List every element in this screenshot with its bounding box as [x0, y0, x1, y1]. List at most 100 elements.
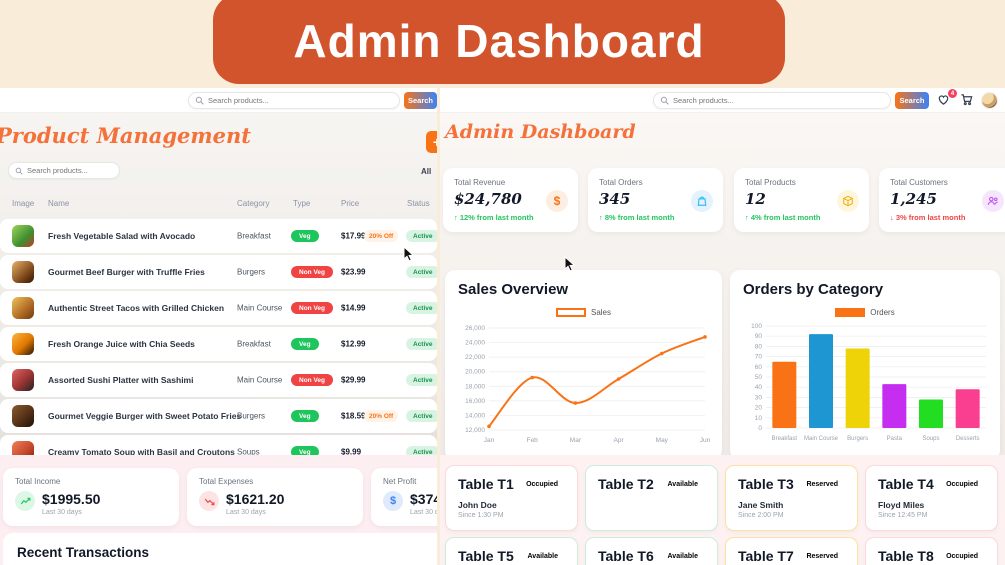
product-type-badge: Veg [291, 410, 319, 422]
stat-label: Total Orders [599, 178, 643, 187]
product-search-input[interactable] [27, 166, 113, 175]
product-type-badge: Non Veg [291, 302, 334, 314]
table-status-badge: Occupied [526, 480, 558, 488]
search-input[interactable] [673, 96, 884, 105]
users-icon [982, 190, 1004, 212]
user-avatar[interactable] [981, 92, 998, 109]
mouse-cursor [403, 246, 415, 262]
card-label: Total Income [15, 477, 61, 486]
search-input[interactable] [208, 96, 393, 105]
search-button[interactable]: Search [404, 92, 437, 109]
table-row[interactable]: Assorted Sushi Platter with Sashimi Main… [0, 363, 437, 397]
svg-text:100: 100 [751, 323, 762, 330]
svg-text:40: 40 [755, 384, 763, 391]
product-price: $29.99 [341, 375, 366, 385]
stat-change: ↑ 12% from last month [454, 213, 534, 222]
discount-badge: 20% Off [364, 410, 399, 422]
table-status-card[interactable]: Table T2 Available [585, 465, 718, 531]
svg-text:Mar: Mar [570, 437, 582, 444]
header-search[interactable] [653, 92, 891, 109]
category-filter[interactable]: All [421, 167, 432, 176]
svg-text:Pasta: Pasta [887, 436, 903, 442]
total-customers-card: Total Customers 1,245 ↓ 3% from last mon… [879, 168, 1005, 232]
cart-icon[interactable] [960, 93, 975, 108]
svg-text:30: 30 [755, 394, 763, 401]
svg-text:Burgers: Burgers [847, 436, 868, 442]
table-status-card[interactable]: Table T5 Available [445, 537, 578, 565]
svg-text:26,000: 26,000 [465, 325, 485, 332]
table-status-card[interactable]: Table T7 Reserved Robert Johnson [725, 537, 858, 565]
period-label: Last 30 days [226, 509, 266, 516]
total-expenses-card: Total Expenses $1621.20 Last 30 days [187, 468, 363, 526]
chart-title: Orders by Category [743, 281, 884, 298]
finance-section: Total Income $1995.50 Last 30 days Total… [0, 455, 437, 565]
column-header: Type [293, 199, 311, 208]
svg-text:16,000: 16,000 [465, 398, 485, 405]
product-type-badge: Non Veg [291, 266, 334, 278]
product-image [12, 333, 34, 355]
product-name: Fresh Vegetable Salad with Avocado [48, 231, 196, 241]
search-button[interactable]: Search [895, 92, 929, 109]
header-search[interactable] [188, 92, 400, 109]
product-category: Breakfast [237, 231, 271, 241]
product-name: Authentic Street Tacos with Grilled Chic… [48, 303, 225, 313]
add-product-button[interactable]: + [426, 131, 437, 153]
dollar-icon: $ [546, 190, 568, 212]
stat-value: 12 [745, 190, 766, 208]
product-name: Fresh Orange Juice with Chia Seeds [48, 339, 195, 349]
product-category: Main Course [237, 303, 283, 313]
table-row[interactable]: Gourmet Veggie Burger with Sweet Potato … [0, 399, 437, 433]
guest-name: Jane Smith [738, 500, 784, 510]
table-title: Table T1 [458, 476, 514, 492]
svg-text:20,000: 20,000 [465, 369, 485, 376]
chart-legend: Sales [445, 308, 722, 317]
status-badge: Active [406, 374, 437, 386]
svg-text:50: 50 [755, 374, 763, 381]
product-name: Gourmet Veggie Burger with Sweet Potato … [48, 411, 242, 421]
svg-text:Jan: Jan [484, 437, 495, 444]
legend-swatch [835, 308, 866, 317]
total-products-card: Total Products 12 ↑ 4% from last month [734, 168, 869, 232]
amount-value: $1621.20 [226, 491, 285, 507]
table-row[interactable]: Fresh Orange Juice with Chia Seeds Break… [0, 327, 437, 361]
column-header: Price [341, 199, 360, 208]
total-income-card: Total Income $1995.50 Last 30 days [3, 468, 179, 526]
left-app-header: Search [0, 88, 437, 113]
table-title: Table T5 [458, 548, 514, 564]
product-type-badge: Veg [291, 338, 319, 350]
card-label: Total Expenses [199, 477, 254, 486]
product-price: $14.99 [341, 303, 366, 313]
table-row[interactable]: Fresh Vegetable Salad with Avocado Break… [0, 219, 437, 253]
table-status-badge: Reserved [806, 552, 838, 560]
product-search[interactable] [8, 162, 120, 179]
table-status-card[interactable]: Table T4 Occupied Floyd Miles Since 12:4… [865, 465, 998, 531]
admin-dashboard-window: Search 4 Admin Dashboard Total Revenue $… [440, 88, 1005, 565]
table-title: Table T4 [878, 476, 934, 492]
svg-text:Feb: Feb [527, 437, 539, 444]
table-status-badge: Available [667, 552, 698, 560]
svg-text:Breakfast: Breakfast [772, 436, 798, 442]
svg-text:60: 60 [755, 364, 763, 371]
search-icon [660, 96, 669, 105]
status-badge: Active [406, 410, 437, 422]
table-status-card[interactable]: Table T3 Reserved Jane Smith Since 2:00 … [725, 465, 858, 531]
product-image [12, 297, 34, 319]
table-status-card[interactable]: Table T6 Available [585, 537, 718, 565]
product-category: Burgers [237, 267, 266, 277]
status-badge: Active [406, 230, 437, 242]
sales-overview-card: Sales Overview Sales 12,000 14,000 16,000 1… [445, 270, 722, 460]
guest-name: John Doe [458, 500, 497, 510]
svg-text:90: 90 [755, 333, 763, 340]
wishlist-heart-icon[interactable]: 4 [937, 89, 957, 108]
svg-text:18,000: 18,000 [465, 383, 485, 390]
package-icon [837, 190, 859, 212]
period-label: Last 30 days [410, 509, 437, 516]
table-status-card[interactable]: Table T1 Occupied John Doe Since 1:30 PM [445, 465, 578, 531]
table-row[interactable]: Gourmet Beef Burger with Truffle Fries B… [0, 255, 437, 289]
table-status-badge: Available [527, 552, 558, 560]
product-category: Breakfast [237, 339, 271, 349]
table-status-card[interactable]: Table T8 Occupied Emily Davis [865, 537, 998, 565]
column-header: Name [48, 199, 70, 208]
product-table: Fresh Vegetable Salad with Avocado Break… [0, 219, 437, 471]
table-row[interactable]: Authentic Street Tacos with Grilled Chic… [0, 291, 437, 325]
